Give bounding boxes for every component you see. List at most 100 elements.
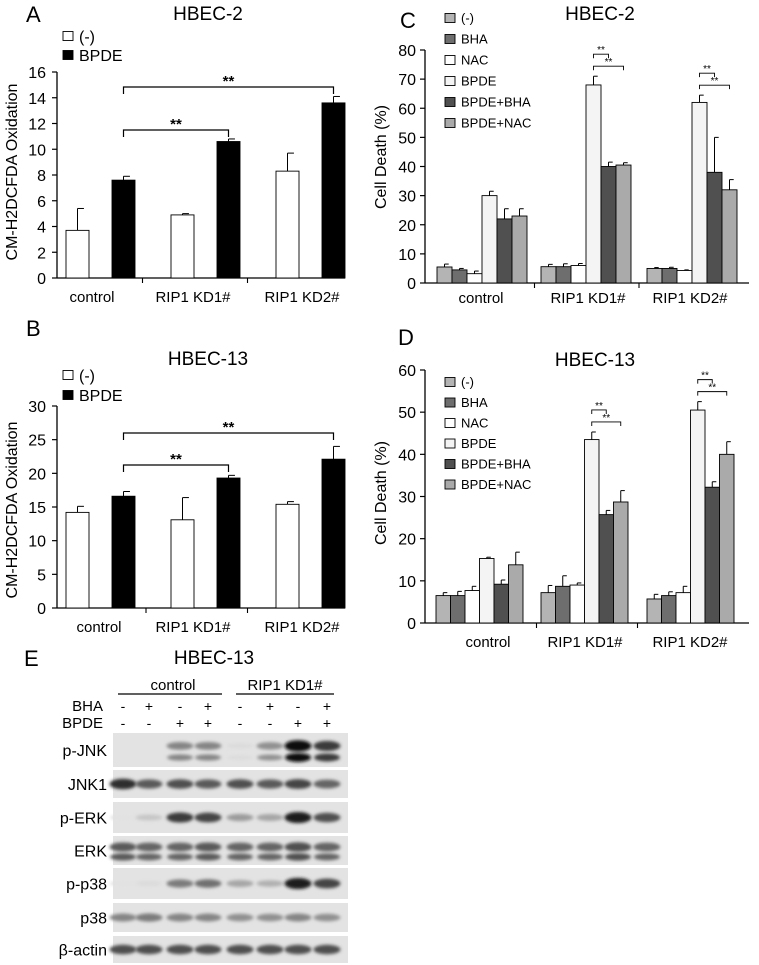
y-tick-label: 80 [398, 43, 416, 60]
blot-band [135, 814, 163, 821]
bar [65, 511, 90, 609]
chart-c: 0 10 20 30 40 50 60 70 80 control RIP1 KD1# RIP1 KD… [373, 11, 749, 307]
blot-band [135, 880, 163, 887]
legend-swatch [62, 50, 74, 60]
bar [275, 503, 300, 609]
blot-row: p-p38 [66, 868, 348, 899]
blot-band [194, 812, 222, 823]
blot-band [110, 853, 136, 861]
blot-band [109, 944, 137, 955]
significance-bracket [697, 391, 728, 396]
blot-band [135, 842, 163, 852]
bar [675, 592, 691, 624]
category-label: RIP1 KD2# [652, 634, 728, 651]
significance-label: ** [170, 451, 182, 468]
blot-treatment-sign: - [121, 698, 126, 714]
blot-band [284, 944, 312, 955]
y-tick-label: 12 [28, 117, 46, 134]
legend-swatch [444, 479, 456, 490]
chart-d: 0 10 20 30 40 50 60 control RIP1 KD1# RIP1 KD2# Ce… [373, 363, 749, 651]
blot-row-label: p-p38 [66, 877, 107, 894]
legend-label: BPDE+NAC [461, 477, 531, 492]
blot-band [194, 779, 222, 789]
blot-band [109, 814, 137, 821]
legend-swatch [444, 459, 456, 469]
blot-treatment-sign: + [323, 715, 331, 731]
blot-band [167, 754, 193, 761]
significance-label: ** [597, 45, 605, 56]
panel-c-title: HBEC-2 [565, 4, 635, 25]
y-tick-label: 2 [37, 245, 46, 262]
blot-row-label: p38 [80, 911, 107, 928]
bar [216, 141, 241, 279]
category-label: RIP1 KD2# [652, 290, 728, 307]
blot-treatment-sign: - [121, 715, 126, 731]
category-label: control [76, 619, 121, 636]
blot-band [284, 842, 312, 852]
bar [466, 273, 483, 284]
legend-swatch [444, 34, 456, 44]
bar [570, 265, 587, 284]
blot-band [284, 811, 312, 824]
bar [435, 595, 451, 624]
y-tick-label: 0 [37, 601, 46, 618]
bar [646, 267, 663, 284]
blot-band [256, 944, 284, 955]
y-tick-label: 20 [398, 532, 416, 549]
panel-b-title: HBEC-13 [168, 349, 248, 370]
blot-band [313, 944, 341, 955]
bar [585, 84, 602, 284]
bar [451, 269, 468, 284]
legend-label: BPDE [79, 48, 123, 65]
bar [511, 215, 528, 284]
y-tick-label: 50 [398, 405, 416, 422]
blot-band [227, 853, 253, 861]
bar [661, 267, 678, 284]
western-blot: control RIP1 KD1#BHA - + - + - + - +BPDE - - + + - - + +p… [59, 677, 348, 963]
blot-treatment-sign: - [238, 698, 243, 714]
blot-band [226, 743, 254, 749]
legend-label: NAC [461, 416, 488, 431]
bar [496, 218, 513, 284]
bar [170, 519, 195, 609]
bar [661, 595, 677, 624]
y-tick-label: 20 [398, 218, 416, 235]
panel-a-letter: A [26, 2, 41, 27]
bar [170, 214, 195, 279]
y-tick-label: 4 [37, 220, 46, 237]
significance-bracket [591, 421, 622, 426]
bar [569, 584, 585, 624]
bar [216, 477, 241, 609]
significance-bracket [122, 129, 230, 137]
blot-row: β-actin [59, 936, 348, 963]
blot-treatment-sign: - [238, 715, 243, 731]
blot-band [285, 752, 311, 762]
blot-band [194, 913, 222, 922]
significance-bracket [593, 53, 609, 59]
significance-label: ** [708, 383, 716, 394]
blot-band [284, 913, 312, 922]
bar [321, 458, 346, 609]
significance-bracket [699, 72, 715, 78]
significance-label: ** [602, 413, 610, 424]
y-tick-label: 10 [398, 247, 416, 264]
blot-band [226, 944, 254, 955]
category-label: control [69, 289, 114, 306]
panel-e: E HBEC-13 [24, 646, 254, 671]
blot-treatment-sign: + [294, 715, 302, 731]
panel-a: A HBEC-2 [26, 2, 243, 27]
significance-bracket [122, 432, 335, 440]
y-tick-label: 25 [28, 433, 46, 450]
legend-swatch [444, 13, 456, 23]
legend-swatch [62, 390, 74, 400]
blot-band [167, 853, 193, 861]
bar [540, 266, 557, 284]
y-tick-label: 14 [28, 91, 46, 108]
bar [508, 564, 524, 624]
blot-band [166, 879, 194, 888]
legend-label: NAC [461, 53, 488, 68]
y-axis-label: CM-H2DCFDA Oxidation [4, 422, 21, 599]
blot-band [109, 778, 137, 790]
legend-label: (-) [79, 29, 95, 46]
y-tick-label: 60 [398, 101, 416, 118]
